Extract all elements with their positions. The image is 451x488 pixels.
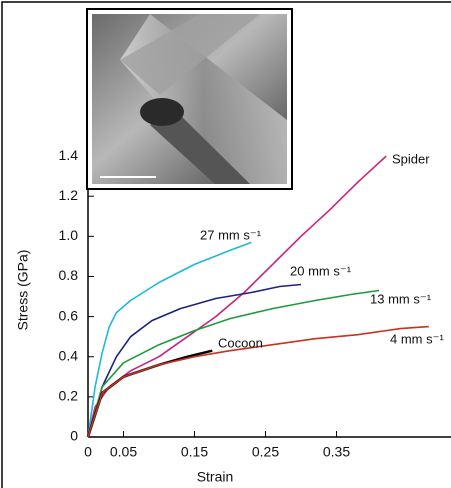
y-tick-label: 1.0 (59, 227, 79, 243)
y-axis-title: Stress (GPa) (15, 250, 31, 331)
chart: 00.20.40.60.81.01.21.400.050.150.250.35 … (0, 0, 451, 488)
x-tick-label: 0.35 (323, 444, 350, 460)
series-label: 13 mm s⁻¹ (370, 291, 432, 306)
x-tick-label: 0 (84, 444, 92, 460)
y-tick-label: 0.2 (59, 388, 79, 404)
x-tick-label: 0.15 (181, 444, 208, 460)
y-tick-label: 0.4 (59, 347, 79, 363)
y-tick-label: 0.8 (59, 267, 79, 283)
y-tick-label: 1.4 (59, 147, 79, 163)
inset-image (87, 9, 292, 189)
x-axis-title: Strain (197, 469, 234, 485)
series-line (88, 351, 212, 437)
series-label: 27 mm s⁻¹ (200, 227, 262, 242)
series-label: 4 mm s⁻¹ (390, 331, 444, 346)
x-tick-label: 0.05 (110, 444, 137, 460)
y-tick-label: 0.6 (59, 307, 79, 323)
y-tick-label: 0 (70, 428, 78, 444)
series-label: 20 mm s⁻¹ (290, 263, 352, 278)
series-line (88, 285, 301, 438)
x-tick-label: 0.25 (252, 444, 279, 460)
series-line (88, 291, 379, 438)
series-label: Cocoon (218, 335, 263, 350)
y-tick-label: 1.2 (59, 187, 79, 203)
series-label: Spider (392, 151, 430, 166)
page: {"chart_data": { "type": "line", "x_labe… (0, 0, 451, 488)
